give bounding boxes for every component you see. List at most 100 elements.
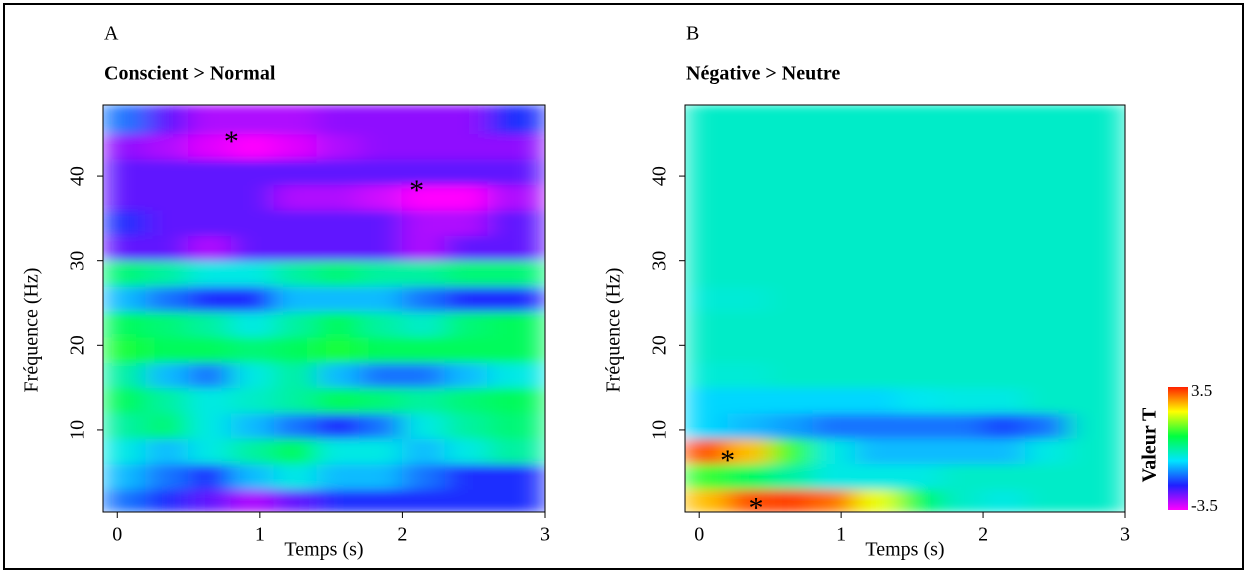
- heatmap-cell: [1067, 209, 1125, 236]
- heatmap-cell: [487, 285, 545, 312]
- heatmap-cell: [897, 234, 941, 262]
- heatmap-cell: [316, 184, 361, 211]
- heatmap-cell: [812, 105, 856, 135]
- heatmap-cell: [1067, 412, 1125, 439]
- heatmap-cell: [1025, 184, 1069, 211]
- heatmap-cell: [897, 133, 941, 160]
- heatmap-cell: [230, 437, 275, 465]
- heatmap-cell: [939, 133, 984, 160]
- y-tick-label: 40: [649, 166, 671, 186]
- heatmap-cell: [897, 260, 941, 287]
- heatmap-cell: [359, 463, 403, 490]
- heatmap-cell: [685, 234, 729, 262]
- heatmap-cell: [854, 158, 899, 186]
- heatmap-cell: [854, 184, 899, 211]
- heatmap-cell: [1025, 488, 1069, 512]
- heatmap-cell: [939, 437, 984, 465]
- heatmap-cell: [854, 488, 899, 512]
- heatmap-cell: [854, 260, 899, 287]
- heatmap-cell: [487, 158, 545, 186]
- heatmap-cell: [897, 158, 941, 186]
- plot-border: [684, 104, 1126, 513]
- heatmap-cell: [230, 260, 275, 287]
- heatmap-cell: [812, 463, 856, 490]
- heatmap-cell: [939, 105, 984, 135]
- heatmap-cell: [1025, 412, 1069, 439]
- heatmap-cell: [103, 105, 147, 135]
- heatmap-cell: [359, 133, 403, 160]
- heatmap-cell: [727, 387, 771, 414]
- heatmap-cell: [103, 285, 147, 312]
- heatmap-cell: [1067, 105, 1125, 135]
- heatmap-cell: [769, 234, 814, 262]
- heatmap-cell: [939, 310, 984, 338]
- heatmap-cell: [188, 412, 232, 439]
- heatmap-cell: [103, 463, 147, 490]
- heatmap-cell: [854, 361, 899, 389]
- heatmap-cell: [685, 285, 729, 312]
- heatmap-cell: [273, 488, 318, 512]
- heatmap-cell: [316, 437, 361, 465]
- heatmap-cell: [230, 336, 275, 363]
- heatmap-cell: [897, 361, 941, 389]
- heatmap-cell: [188, 158, 232, 186]
- heatmap-cell: [316, 234, 361, 262]
- heatmap-cell: [727, 336, 771, 363]
- heatmap-cell: [188, 463, 232, 490]
- heatmap-cell: [188, 209, 232, 236]
- heatmap-cell: [401, 184, 446, 211]
- heatmap-cell: [401, 105, 446, 135]
- heatmap-cell: [444, 260, 489, 287]
- heatmap-cell: [1025, 260, 1069, 287]
- heatmap-cell: [1025, 310, 1069, 338]
- heatmap-cell: [769, 437, 814, 465]
- heatmap-cell: [769, 260, 814, 287]
- heatmap-cell: [230, 463, 275, 490]
- heatmap-cell: [359, 158, 403, 186]
- heatmap-cell: [401, 387, 446, 414]
- heatmap-cell: [685, 412, 729, 439]
- heatmap-cell: [145, 310, 190, 338]
- heatmap-cell: [230, 105, 275, 135]
- heatmap: [685, 105, 1125, 512]
- heatmap-cell: [316, 260, 361, 287]
- heatmap-cell: [487, 336, 545, 363]
- heatmap-cell: [188, 133, 232, 160]
- heatmap-cell: [769, 105, 814, 135]
- heatmap-cell: [1067, 336, 1125, 363]
- heatmap-cell: [273, 310, 318, 338]
- heatmap-cell: [812, 412, 856, 439]
- heatmap-cell: [401, 488, 446, 512]
- heatmap-cell: [145, 105, 190, 135]
- heatmap-cell: [444, 463, 489, 490]
- heatmap-cell: [273, 133, 318, 160]
- heatmap-cell: [727, 209, 771, 236]
- heatmap-cell: [316, 133, 361, 160]
- heatmap-cell: [487, 184, 545, 211]
- heatmap-cell: [854, 387, 899, 414]
- y-axis-label: Fréquence (Hz): [21, 268, 43, 393]
- heatmap-cell: [685, 488, 729, 512]
- heatmap-cell: [359, 310, 403, 338]
- heatmap-cell: [1025, 285, 1069, 312]
- heatmap-cell: [939, 412, 984, 439]
- heatmap-cell: [273, 285, 318, 312]
- x-tick-label: 0: [112, 524, 122, 546]
- heatmap-cell: [145, 260, 190, 287]
- heatmap-cell: [769, 209, 814, 236]
- heatmap-cell: [401, 209, 446, 236]
- heatmap-cell: [401, 310, 446, 338]
- heatmap-cell: [939, 184, 984, 211]
- heatmap-cell: [685, 209, 729, 236]
- heatmap-cell: [316, 387, 361, 414]
- heatmap-cell: [854, 133, 899, 160]
- heatmap-cell: [854, 412, 899, 439]
- heatmap-cell: [359, 260, 403, 287]
- heatmap-cell: [444, 387, 489, 414]
- heatmap-cell: [685, 437, 729, 465]
- heatmap-cell: [854, 463, 899, 490]
- heatmap-cell: [359, 336, 403, 363]
- heatmap-cell: [444, 285, 489, 312]
- heatmap-cell: [230, 310, 275, 338]
- significance-marker: *: [224, 125, 239, 158]
